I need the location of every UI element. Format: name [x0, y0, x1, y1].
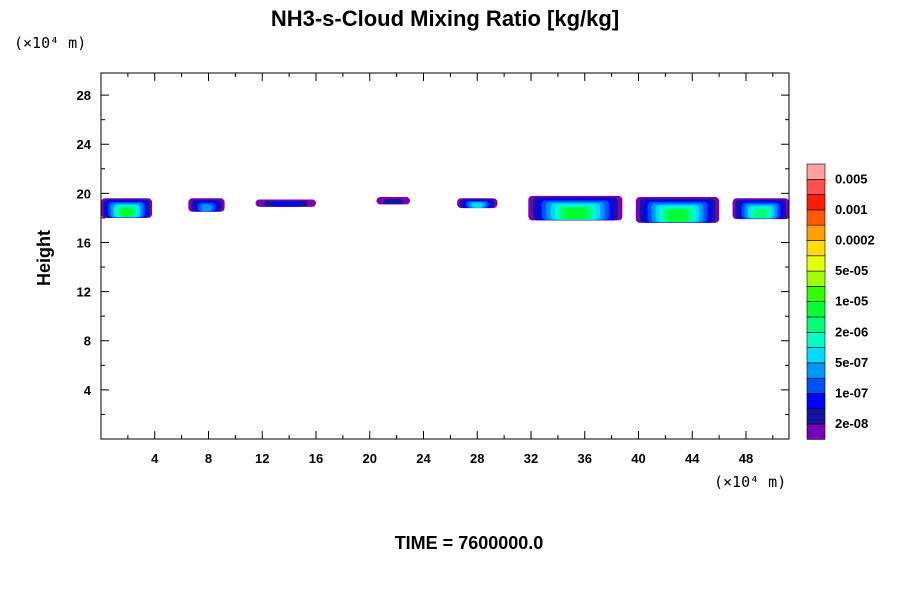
x-tick-label: 36	[578, 451, 592, 466]
x-tick-label: 8	[205, 451, 212, 466]
time-label: TIME = 7600000.0	[395, 533, 544, 553]
colorbar-label: 0.0002	[835, 233, 875, 248]
colorbar-swatch	[806, 331, 826, 348]
cloud-region	[732, 198, 789, 220]
colorbar-swatch	[806, 209, 826, 226]
colorbar-swatch	[806, 316, 826, 333]
x-tick-label: 20	[363, 451, 377, 466]
x-tick-label: 16	[309, 451, 323, 466]
y-tick-label: 24	[77, 137, 92, 152]
colorbar-swatch	[806, 224, 826, 241]
colorbar-swatch	[806, 179, 826, 195]
colorbar-swatch	[806, 377, 826, 394]
cloud-region	[188, 198, 225, 212]
cloud-contour	[120, 207, 133, 218]
cloud-contour	[667, 209, 688, 222]
colorbar-label: 1e-05	[835, 294, 868, 309]
x-tick-label: 40	[631, 451, 645, 466]
colorbar-swatch	[806, 393, 826, 410]
cloud-contour	[200, 204, 213, 212]
x-tick-label: 4	[151, 451, 159, 466]
x-tick-label: 48	[739, 451, 753, 466]
cloud-region	[457, 198, 498, 209]
x-tick-label: 12	[255, 451, 269, 466]
cloud-contour	[563, 207, 587, 220]
cloud-contour	[471, 202, 484, 208]
colorbar: 2e-08 1e-07 5e-07 2e-06 1e-05 5e-05 0.0002 0.00…	[806, 163, 875, 440]
cloud-region	[376, 197, 411, 205]
y-tick-label: 20	[77, 186, 91, 201]
x-tick-label: 24	[416, 451, 431, 466]
colorbar-swatch	[806, 286, 826, 302]
x-tick-label: 32	[524, 451, 538, 466]
cloud-contour	[753, 208, 769, 219]
cloud-region	[635, 197, 720, 223]
x-tick-label: 44	[685, 451, 700, 466]
plot-frame	[100, 72, 790, 440]
cloud-region	[528, 195, 623, 221]
colorbar-label: 2e-06	[835, 324, 868, 339]
y-axis-unit: (×10⁴ m)	[14, 34, 86, 52]
cloud-region	[101, 198, 153, 218]
cloud-contour	[383, 199, 403, 205]
colorbar-swatch	[806, 194, 826, 211]
y-tick-label: 16	[77, 235, 91, 250]
colorbar-label: 2e-08	[835, 416, 868, 431]
colorbar-label: 5e-07	[835, 355, 868, 370]
colorbar-swatch	[806, 347, 826, 364]
colorbar-swatch	[806, 163, 826, 180]
y-tick-label: 12	[77, 285, 91, 300]
y-tick-label: 28	[77, 88, 91, 103]
y-tick-label: 8	[84, 334, 91, 349]
cloud-field	[101, 195, 789, 223]
y-axis-label: Height	[34, 230, 54, 286]
colorbar-label: 0.001	[835, 202, 868, 217]
x-axis-unit: (×10⁴ m)	[714, 473, 786, 491]
colorbar-swatch	[806, 423, 826, 440]
colorbar-swatch	[806, 270, 826, 287]
cloud-contour	[272, 202, 299, 207]
colorbar-label: 5e-05	[835, 263, 868, 278]
colorbar-swatch	[806, 255, 826, 272]
colorbar-label: 0.005	[835, 171, 868, 186]
y-tick-label: 4	[84, 383, 92, 398]
x-tick-label: 28	[470, 451, 484, 466]
colorbar-swatch	[806, 362, 826, 379]
chart-title: NH3-s-Cloud Mixing Ratio [kg/kg]	[271, 6, 619, 31]
colorbar-swatch	[806, 240, 826, 257]
colorbar-swatch	[806, 408, 826, 425]
colorbar-label: 1e-07	[835, 386, 868, 401]
colorbar-swatch	[806, 301, 826, 318]
cloud-region	[255, 199, 316, 207]
